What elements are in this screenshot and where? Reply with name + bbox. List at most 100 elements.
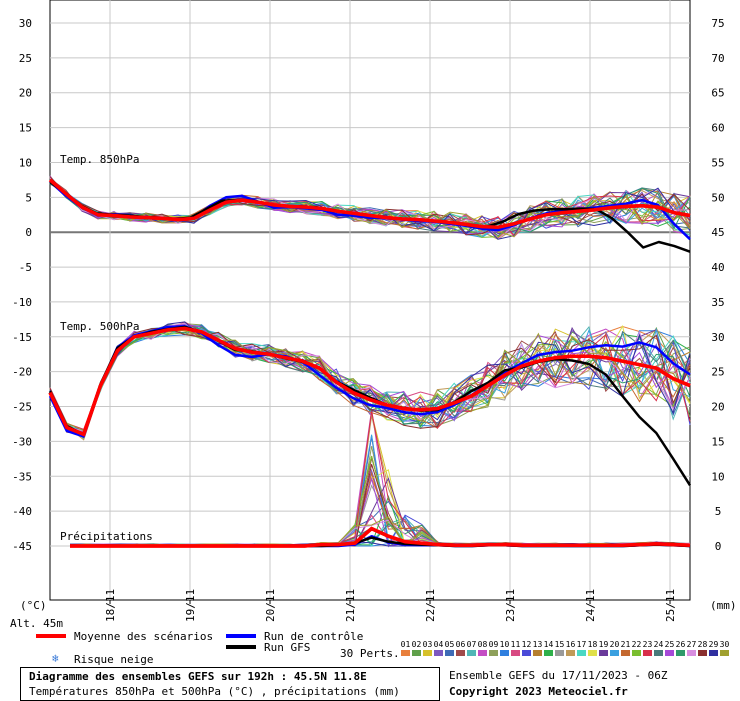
left-tick-label: 5: [25, 191, 32, 204]
left-tick-label: 30: [19, 17, 32, 30]
legend-snow-label: Risque neige: [74, 653, 154, 666]
x-tick-label: 21/11: [344, 589, 357, 622]
pert-swatch: [401, 650, 410, 656]
right-tick-label: 70: [711, 52, 724, 65]
right-tick-label: 50: [711, 191, 724, 204]
left-tick-label: 10: [19, 156, 32, 169]
pert-swatch: [676, 650, 685, 656]
left-tick-label: 20: [19, 87, 32, 100]
footer-title-box: Diagramme des ensembles GEFS sur 192h : …: [20, 667, 440, 701]
footer-copyright: Copyright 2023 Meteociel.fr: [449, 685, 628, 698]
t500-panel-label: Temp. 500hPa: [60, 320, 139, 333]
pert-label: 11: [510, 640, 521, 649]
right-tick-label: 65: [711, 87, 724, 100]
footer-run-info: Ensemble GEFS du 17/11/2023 - 06Z: [449, 669, 668, 682]
left-tick-label: -15: [12, 331, 32, 344]
pert-label: 06: [455, 640, 466, 649]
pert-label: 05: [444, 640, 455, 649]
x-axis-ticks: 18/11 19/11 20/11 21/11 22/11 23/11 24/11 25/11: [104, 589, 677, 622]
left-tick-label: -10: [12, 296, 32, 309]
snowflake-icon: ❄: [52, 652, 59, 665]
pert-swatch: [533, 650, 542, 656]
precip-panel-label: Précipitations: [60, 530, 153, 543]
right-tick-label: 10: [711, 470, 724, 483]
pert-swatch: [412, 650, 421, 656]
pert-swatch: [445, 650, 454, 656]
right-tick-label: 5: [715, 505, 722, 518]
legend-control-label: Run de contrôle: [264, 630, 364, 643]
pert-swatch: [687, 650, 696, 656]
pert-label: 15: [554, 640, 565, 649]
pert-label: 01: [400, 640, 411, 649]
right-tick-label: 75: [711, 17, 724, 30]
right-tick-label: 15: [711, 435, 724, 448]
right-tick-label: 20: [711, 401, 724, 414]
pert-swatch: [643, 650, 652, 656]
pert-swatch: [720, 650, 729, 656]
right-tick-label: 40: [711, 261, 724, 274]
pert-label: 30: [719, 640, 730, 649]
pert-label: 19: [598, 640, 609, 649]
left-tick-label: -45: [12, 540, 32, 553]
pert-swatch: [588, 650, 597, 656]
x-tick-label: 23/11: [504, 589, 517, 622]
x-tick-label: 18/11: [104, 589, 117, 622]
altitude-label: Alt. 45m: [10, 617, 63, 630]
pert-swatch: [423, 650, 432, 656]
right-tick-label: 60: [711, 122, 724, 135]
pert-label: 12: [521, 640, 532, 649]
t850-panel-label: Temp. 850hPa: [60, 153, 139, 166]
pert-label: 28: [697, 640, 708, 649]
pert-swatch: [577, 650, 586, 656]
pert-label: 22: [631, 640, 642, 649]
pert-swatch: [566, 650, 575, 656]
left-axis-unit: (°C): [20, 599, 47, 612]
mean-precip-top: [70, 526, 691, 548]
pert-label: 13: [532, 640, 543, 649]
left-tick-label: 25: [19, 52, 32, 65]
legend-perts-label: 30 Perts.: [340, 647, 400, 660]
pert-label: 16: [565, 640, 576, 649]
pert-swatch: [698, 650, 707, 656]
mean-t500-top: [48, 326, 691, 437]
left-tick-label: -25: [12, 401, 32, 414]
pert-label: 26: [675, 640, 686, 649]
pert-label: 29: [708, 640, 719, 649]
left-tick-label: -5: [19, 261, 32, 274]
member-t850-line: [49, 176, 691, 236]
member-t500-line: [49, 322, 691, 432]
pert-label: 27: [686, 640, 697, 649]
x-tick-label: 24/11: [584, 589, 597, 622]
pert-label: 20: [609, 640, 620, 649]
pert-swatch: [632, 650, 641, 656]
pert-label: 17: [576, 640, 587, 649]
left-tick-label: 0: [25, 226, 32, 239]
footer-subtitle: Températures 850hPa et 500hPa (°C) , pré…: [29, 685, 400, 698]
left-axis-ticks: 30 25 20 15 10 5 0 -5 -10 -15 -20 -25 -30 -35 -40 -45: [12, 17, 32, 553]
member-t500-line: [49, 327, 691, 436]
x-tick-label: 19/11: [184, 589, 197, 622]
left-tick-label: -30: [12, 435, 32, 448]
pert-label: 02: [411, 640, 422, 649]
left-tick-label: -40: [12, 505, 32, 518]
legend-mean-swatch: [36, 634, 66, 638]
right-tick-label: 55: [711, 156, 724, 169]
pert-swatch: [544, 650, 553, 656]
pert-swatch: [434, 650, 443, 656]
pert-label: 18: [587, 640, 598, 649]
pert-swatch: [654, 650, 663, 656]
pert-label: 23: [642, 640, 653, 649]
pert-label: 07: [466, 640, 477, 649]
left-tick-label: 15: [19, 122, 32, 135]
pert-swatch: [555, 650, 564, 656]
right-tick-label: 25: [711, 366, 724, 379]
x-tick-label: 22/11: [424, 589, 437, 622]
pert-swatch: [500, 650, 509, 656]
pert-label: 08: [477, 640, 488, 649]
pert-swatch: [665, 650, 674, 656]
legend-gfs-label: Run GFS: [264, 641, 311, 654]
pert-swatch: [456, 650, 465, 656]
pert-label: 04: [433, 640, 444, 649]
